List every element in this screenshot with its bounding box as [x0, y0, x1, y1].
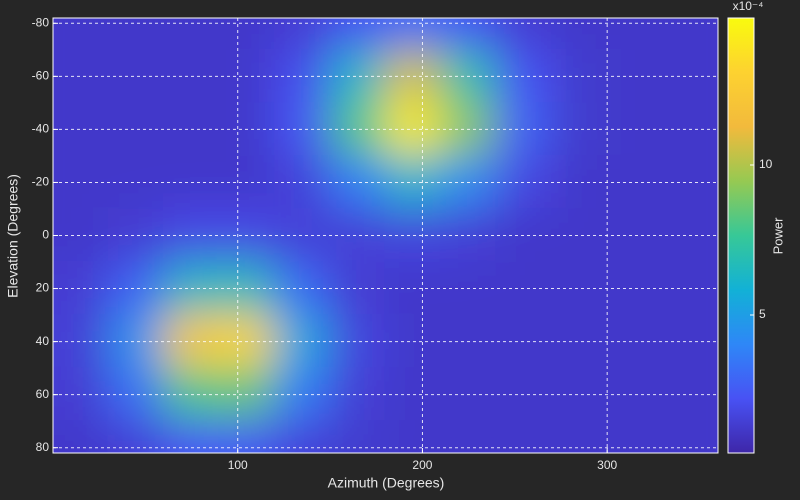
y-tick-label: -60 — [32, 69, 50, 83]
heat-cell — [53, 48, 110, 104]
heat-cell — [329, 154, 387, 210]
y-tick-label: -20 — [32, 175, 50, 189]
heatmap — [53, 18, 718, 453]
heat-cell — [606, 18, 664, 51]
colorbar-multiplier: x10⁻⁴ — [733, 0, 764, 13]
heat-cell — [495, 420, 553, 453]
heat-cell — [53, 18, 110, 51]
heat-cell — [53, 420, 110, 453]
heat-cell — [550, 18, 609, 51]
heat-cell — [329, 101, 387, 157]
heat-cell — [53, 314, 110, 370]
heat-cell — [550, 207, 609, 264]
heat-cell — [329, 420, 387, 453]
heat-cell — [329, 367, 387, 423]
heat-cell — [439, 18, 498, 51]
heat-cell — [53, 261, 110, 317]
y-axis-title: Elevation (Degrees) — [5, 174, 21, 298]
heat-cell — [329, 314, 387, 370]
colorbar — [727, 17, 755, 454]
y-tick-label: 60 — [36, 387, 50, 401]
heatmap-cells — [53, 18, 718, 453]
y-tick-label: 0 — [42, 228, 49, 242]
heat-cell — [53, 207, 110, 264]
x-axis-title: Azimuth (Degrees) — [328, 475, 445, 491]
heat-cell — [550, 420, 609, 453]
y-tick-label: 20 — [36, 281, 50, 295]
colorbar-title: Power — [770, 217, 785, 255]
heat-cell — [550, 367, 609, 423]
x-tick-label: 200 — [412, 458, 432, 472]
heat-cell — [107, 18, 165, 51]
heat-cell — [329, 207, 387, 264]
colorbar-tick-label: 10 — [759, 157, 773, 171]
heat-cell — [550, 261, 609, 317]
heat-cell — [53, 154, 110, 210]
heat-cell — [550, 154, 609, 210]
heat-cell — [384, 18, 442, 51]
heat-cell — [162, 18, 221, 51]
heat-cell — [53, 367, 110, 423]
heat-cell — [495, 18, 553, 51]
heat-cell — [439, 420, 498, 453]
heat-cell — [162, 420, 221, 453]
y-tick-label: 40 — [36, 334, 50, 348]
heat-cell — [550, 314, 609, 370]
y-tick-label: 80 — [36, 440, 50, 454]
heat-cell — [107, 420, 165, 453]
heat-cell — [273, 18, 332, 51]
heat-cell — [218, 18, 276, 51]
heat-cell — [329, 48, 387, 104]
colorbar-tick-label: 5 — [759, 307, 766, 321]
y-tick-label: -80 — [32, 15, 50, 29]
heat-cell — [550, 101, 609, 157]
heat-cell — [273, 420, 332, 453]
x-tick-label: 300 — [597, 458, 617, 472]
heat-cell — [329, 18, 387, 51]
y-tick-label: -40 — [32, 122, 50, 136]
x-tick-label: 100 — [228, 458, 248, 472]
heat-cell — [550, 48, 609, 104]
heat-cell — [53, 101, 110, 157]
heat-cell — [329, 261, 387, 317]
